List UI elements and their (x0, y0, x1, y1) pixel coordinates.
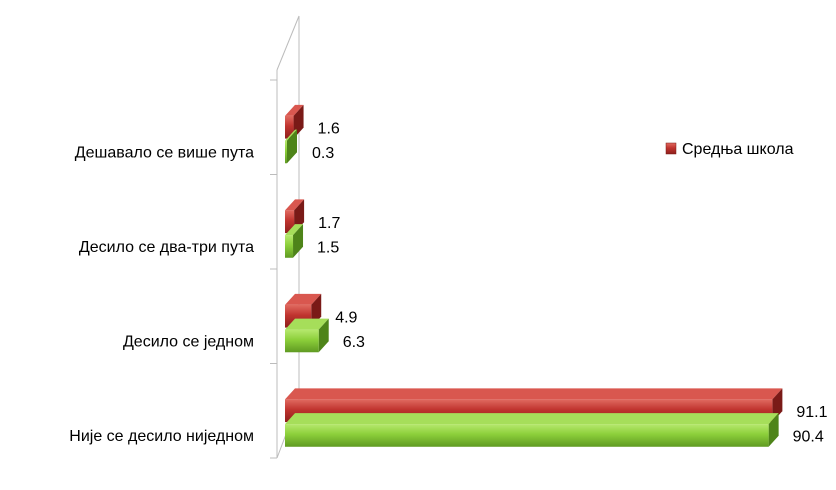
bar-side-face (287, 129, 297, 164)
legend-swatch-series-1 (665, 142, 677, 155)
bar-top-face (285, 129, 297, 141)
data-label: 1.6 (318, 120, 340, 137)
bar-side-face (768, 413, 779, 447)
category-label: Десило се два-три пута (79, 239, 254, 256)
bar-top-face (285, 199, 305, 211)
bar-side-face (293, 224, 304, 258)
data-label: 4.9 (335, 309, 357, 326)
data-label: 6.3 (343, 334, 365, 351)
bar (285, 424, 769, 447)
axis-top-depth (276, 15, 300, 71)
bar-top-face (285, 318, 329, 330)
bar-top-face (285, 413, 779, 425)
bar (285, 140, 287, 164)
legend-label-series-1: Средња школа (682, 141, 794, 158)
data-label: 91.1 (796, 404, 827, 421)
bar (285, 115, 294, 139)
bar-top-face (285, 293, 322, 305)
category-label: Дешавало се више пута (75, 144, 254, 161)
bars-group (285, 104, 783, 447)
bar (285, 329, 319, 353)
bar (285, 210, 295, 234)
bar-top-face (285, 388, 783, 400)
bar-top-face (285, 224, 304, 236)
value-labels: 91.1 90.4 4.9 6.3 1.7 1.5 1.6 0.3 (312, 120, 828, 445)
bar-side-face (318, 318, 329, 353)
category-label: Десило се једном (123, 333, 254, 350)
data-label: 0.3 (312, 145, 334, 162)
bar-top-face (285, 104, 304, 116)
data-label: 1.7 (318, 215, 340, 232)
data-label: 90.4 (793, 428, 824, 445)
category-label: Није се десило ниједном (69, 428, 254, 445)
legend: Средња школа (665, 141, 794, 158)
data-label: 1.5 (317, 239, 339, 256)
category-labels: Није се десило ниједном Десило се једном Д… (69, 144, 254, 445)
bar (285, 235, 294, 258)
